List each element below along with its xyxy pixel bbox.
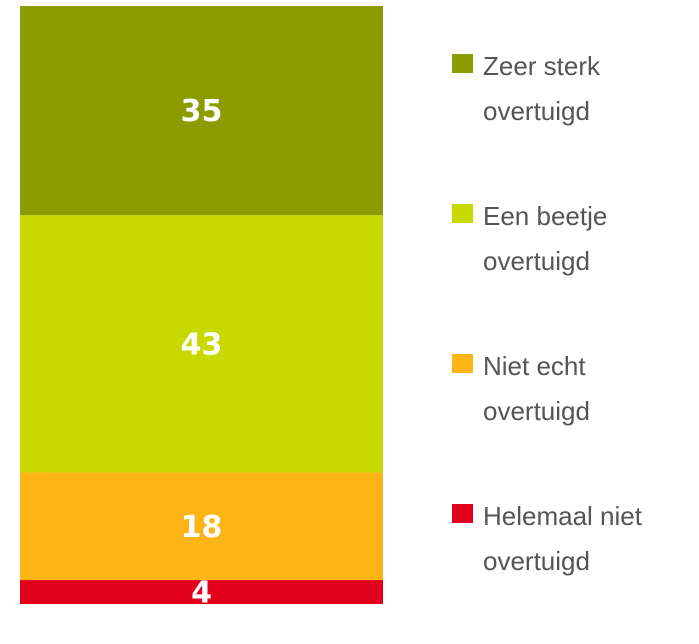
legend-swatch xyxy=(452,54,473,73)
data-label: 43 xyxy=(181,327,223,362)
legend-swatch xyxy=(452,504,473,523)
legend-label: Zeer sterk overtuigd xyxy=(483,51,601,126)
chart: 35 43 18 4 xyxy=(20,6,383,604)
bar-segment xyxy=(20,215,383,473)
data-label: 4 xyxy=(191,576,212,604)
bar-segment xyxy=(20,6,383,216)
legend-label: Niet echt overtuigd xyxy=(483,351,590,426)
data-label: 35 xyxy=(181,94,223,129)
legend-label: Helemaal niet overtuigd xyxy=(483,501,642,576)
page: {"chart_data": {"type": "bar", "stacked"… xyxy=(20,6,642,604)
legend-swatch xyxy=(452,354,473,373)
bar-segment xyxy=(20,472,383,581)
data-label: 18 xyxy=(181,510,223,545)
bar-segment xyxy=(20,580,383,604)
legend-swatch xyxy=(452,204,473,223)
legend-label: Een beetje overtuigd xyxy=(483,201,608,276)
